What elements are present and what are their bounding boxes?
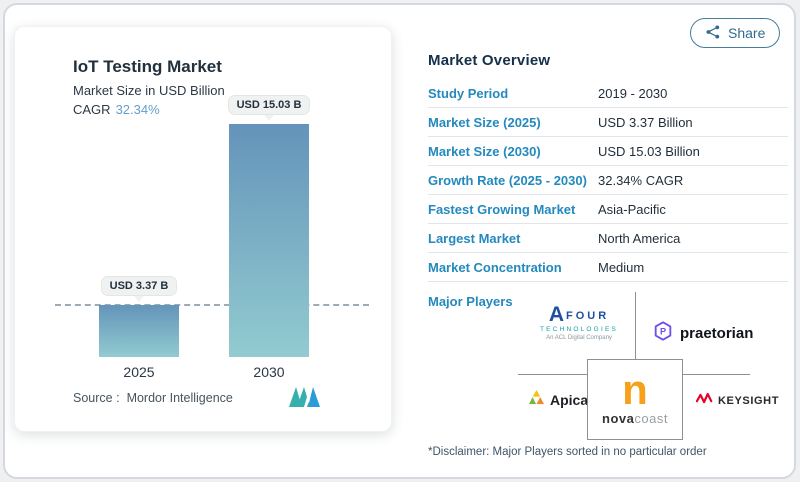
- row-label: Largest Market: [428, 230, 521, 246]
- praetorian-wordmark: praetorian: [680, 325, 754, 342]
- novacoast-wordmark: novacoast: [602, 411, 668, 427]
- bar-2030: [229, 124, 309, 357]
- row-value: 32.34% CAGR: [598, 172, 684, 188]
- chart-subtitle: Market Size in USD Billion: [73, 83, 225, 98]
- svg-text:P: P: [660, 327, 666, 337]
- apica-wordmark: Apica.: [550, 392, 593, 408]
- table-row: Study Period 2019 - 2030: [428, 79, 788, 108]
- connector-horizontal-line: [518, 374, 587, 375]
- novacoast-logo: n novacoast: [587, 359, 683, 440]
- row-label: Growth Rate (2025 - 2030): [428, 172, 587, 188]
- row-value: North America: [598, 230, 681, 246]
- row-label: Market Size (2030): [428, 143, 541, 159]
- market-overview-panel: Market Overview Study Period 2019 - 2030…: [428, 52, 788, 458]
- row-value: Medium: [598, 259, 645, 275]
- share-icon: [705, 24, 721, 43]
- cagr-label: CAGR: [73, 102, 111, 117]
- reference-dashed-line: [55, 304, 369, 306]
- table-row: Growth Rate (2025 - 2030) 32.34% CAGR: [428, 166, 788, 195]
- keysight-logo: KEYSIGHT: [695, 392, 780, 410]
- source-label: Source :: [73, 391, 120, 405]
- pill-notch: [134, 296, 144, 302]
- disclaimer-text: *Disclaimer: Major Players sorted in no …: [428, 446, 707, 458]
- cagr-value: 32.34%: [115, 102, 160, 117]
- table-row: Largest Market North America: [428, 224, 788, 253]
- bar-group-2025: USD 3.37 B: [99, 276, 179, 357]
- chart-cagr-line: CAGR 32.34%: [73, 102, 225, 117]
- source-attribution: Source : Mordor Intelligence: [73, 391, 233, 405]
- row-label: Market Concentration: [428, 259, 562, 275]
- row-label: Study Period: [428, 85, 509, 101]
- chart-card: IoT Testing Market Market Size in USD Bi…: [14, 26, 392, 432]
- pill-notch: [264, 115, 274, 121]
- row-value: USD 3.37 Billion: [598, 114, 693, 130]
- bar-2025: [99, 305, 179, 357]
- novacoast-n-glyph: n: [622, 365, 648, 413]
- panel-title: Market Overview: [428, 52, 551, 69]
- x-axis-label-2030: 2030: [253, 364, 285, 380]
- connector-horizontal-line: [683, 374, 750, 375]
- x-axis-label-2025: 2025: [123, 364, 155, 380]
- row-label: Fastest Growing Market: [428, 201, 576, 217]
- afour-wordmark: FOUR: [566, 309, 610, 322]
- afour-technologies-logo: A FOUR TECHNOLOGIES An ACL Digital Compa…: [536, 303, 622, 341]
- table-row: Market Concentration Medium: [428, 253, 788, 282]
- apica-logo: Apica.: [528, 390, 592, 410]
- bar-group-2030: USD 15.03 B: [227, 95, 311, 357]
- row-value: Asia-Pacific: [598, 201, 666, 217]
- praetorian-logo: P praetorian: [652, 320, 753, 347]
- keysight-spark-icon: [695, 392, 714, 410]
- connector-vertical-line: [635, 292, 636, 359]
- apica-triangle-icon: [528, 390, 545, 410]
- row-label: Market Size (2025): [428, 114, 541, 130]
- praetorian-hexagon-icon: P: [652, 320, 674, 347]
- overview-table: Study Period 2019 - 2030 Market Size (20…: [428, 79, 788, 282]
- major-players-label: Major Players: [428, 294, 513, 309]
- share-button[interactable]: Share: [690, 18, 781, 48]
- bar-value-pill-2025: USD 3.37 B: [100, 276, 178, 296]
- afour-tagline: An ACL Digital Company: [546, 334, 612, 341]
- major-players-section: Major Players A FOUR TECHNOLOGIES An ACL…: [428, 290, 788, 442]
- table-row: Market Size (2025) USD 3.37 Billion: [428, 108, 788, 137]
- share-button-label: Share: [728, 25, 766, 41]
- table-row: Market Size (2030) USD 15.03 Billion: [428, 137, 788, 166]
- table-row: Fastest Growing Market Asia-Pacific: [428, 195, 788, 224]
- mordor-intelligence-logo-icon: [289, 385, 321, 412]
- source-value: Mordor Intelligence: [126, 391, 233, 405]
- bar-value-pill-2030: USD 15.03 B: [227, 95, 311, 115]
- row-value: USD 15.03 Billion: [598, 143, 700, 159]
- afour-a-glyph: A: [548, 303, 564, 326]
- row-value: 2019 - 2030: [598, 85, 668, 101]
- chart-header: IoT Testing Market Market Size in USD Bi…: [73, 57, 225, 117]
- keysight-wordmark: KEYSIGHT: [718, 395, 780, 407]
- chart-title: IoT Testing Market: [73, 57, 222, 76]
- afour-technologies-text: TECHNOLOGIES: [539, 325, 619, 333]
